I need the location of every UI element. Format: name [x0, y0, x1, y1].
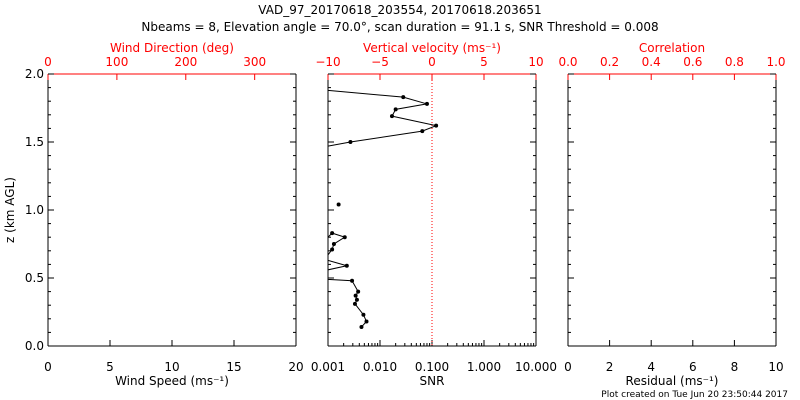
- data-point: [434, 123, 439, 128]
- plot-created-footer: Plot created on Tue Jun 20 23:50:44 2017: [601, 390, 788, 400]
- bottom-tick-label: 20: [288, 360, 303, 374]
- figure-title: VAD_97_20170618_203554, 20170618.203651: [258, 3, 541, 17]
- bottom-axis-title: Wind Speed (ms⁻¹): [115, 374, 229, 388]
- data-point: [331, 242, 336, 246]
- top-tick-label: 0.0: [558, 55, 577, 69]
- bottom-tick-label: 10.000: [515, 360, 557, 374]
- top-tick-label: 300: [243, 55, 266, 69]
- top-tick-label: −5: [371, 55, 389, 69]
- bottom-tick-label: 0.001: [311, 360, 345, 374]
- top-tick-label: 0.8: [725, 55, 744, 69]
- series-line: [327, 232, 368, 328]
- data-point: [356, 289, 361, 294]
- data-point: [424, 101, 429, 106]
- bottom-tick-label: 6: [689, 360, 697, 374]
- top-tick-label: 0.2: [600, 55, 619, 69]
- data-point: [364, 319, 369, 324]
- top-tick-label: −10: [315, 55, 340, 69]
- bottom-axis-title: Residual (ms⁻¹): [626, 374, 719, 388]
- data-point: [420, 129, 425, 134]
- data-point: [389, 114, 394, 119]
- bottom-tick-label: 2: [606, 360, 614, 374]
- panel-wind: 0 5 10 15 20 Wind Speed (ms⁻¹) 0 100 200 300 Wind …: [3, 41, 304, 388]
- data-point: [359, 324, 364, 329]
- top-tick-label: 0: [428, 55, 436, 69]
- data-point: [393, 107, 398, 112]
- top-tick-label: 200: [174, 55, 197, 69]
- data-point: [353, 293, 358, 298]
- top-tick-label: 0: [44, 55, 52, 69]
- top-tick-label: 5: [480, 55, 488, 69]
- bottom-tick-label: 10: [768, 360, 783, 374]
- bottom-tick-label: 5: [106, 360, 114, 374]
- bottom-tick-label: 4: [647, 360, 655, 374]
- data-point: [348, 140, 353, 144]
- left-tick-label: 1.0: [25, 203, 44, 217]
- bottom-tick-label: 0.010: [363, 360, 397, 374]
- panel-snr: 0.001 0.010 0.100 1.000 10.000 SNR −10 −5 0 5 10 Ve…: [311, 41, 557, 388]
- bottom-tick-label: 0: [44, 360, 52, 374]
- left-tick-label: 0.5: [25, 271, 44, 285]
- left-tick-label: 0.0: [25, 339, 44, 353]
- data-point: [344, 263, 349, 268]
- data-point: [342, 235, 347, 240]
- bottom-tick-label: 0.100: [415, 360, 449, 374]
- data-point: [352, 301, 357, 306]
- figure-subtitle: Nbeams = 8, Elevation angle = 70.0°, sca…: [141, 20, 658, 34]
- top-axis-title: Wind Direction (deg): [110, 41, 234, 55]
- data-point: [354, 297, 359, 302]
- data-point: [330, 231, 335, 236]
- top-tick-label: 0.4: [642, 55, 661, 69]
- left-tick-label: 1.5: [25, 135, 44, 149]
- top-axis-title: Correlation: [639, 41, 705, 55]
- data-point: [401, 95, 406, 100]
- data-point: [330, 247, 335, 252]
- top-axis-title: Vertical velocity (ms⁻¹): [363, 41, 501, 55]
- top-tick-label: 10: [528, 55, 543, 69]
- bottom-tick-label: 15: [226, 360, 241, 374]
- left-tick-label: 2.0: [25, 67, 44, 81]
- bottom-tick-label: 0: [564, 360, 572, 374]
- data-point: [350, 278, 355, 283]
- bottom-tick-label: 10: [164, 360, 179, 374]
- y-axis-title: z (km AGL): [3, 177, 17, 243]
- data-point: [361, 312, 366, 317]
- top-tick-label: 1.0: [766, 55, 785, 69]
- top-tick-label: 0.6: [683, 55, 702, 69]
- bottom-tick-label: 8: [731, 360, 739, 374]
- top-tick-label: 100: [105, 55, 128, 69]
- bottom-axis-title: SNR: [420, 374, 445, 388]
- series-line: [327, 89, 438, 147]
- data-point: [336, 202, 341, 207]
- panel-residual: 0 2 4 6 8 10 Residual (ms⁻¹) 0.0 0.2 0.4 0.6 0.8 1.0…: [558, 41, 785, 388]
- bottom-tick-label: 1.000: [467, 360, 501, 374]
